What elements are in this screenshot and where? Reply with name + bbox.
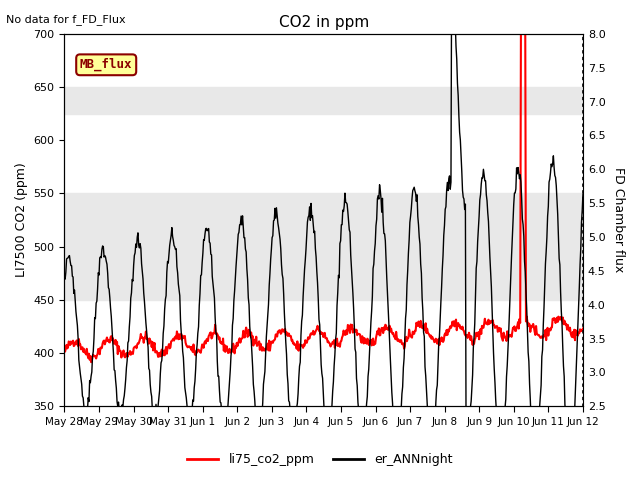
Text: MB_flux: MB_flux	[80, 58, 132, 72]
Title: CO2 in ppm: CO2 in ppm	[278, 15, 369, 30]
Text: No data for f_FD_Flux: No data for f_FD_Flux	[6, 14, 126, 25]
Bar	[65, 193, 583, 300]
Y-axis label: FD Chamber flux: FD Chamber flux	[612, 168, 625, 273]
Y-axis label: LI7500 CO2 (ppm): LI7500 CO2 (ppm)	[15, 163, 28, 277]
Legend: li75_co2_ppm, er_ANNnight: li75_co2_ppm, er_ANNnight	[182, 448, 458, 471]
Bar	[65, 87, 583, 114]
